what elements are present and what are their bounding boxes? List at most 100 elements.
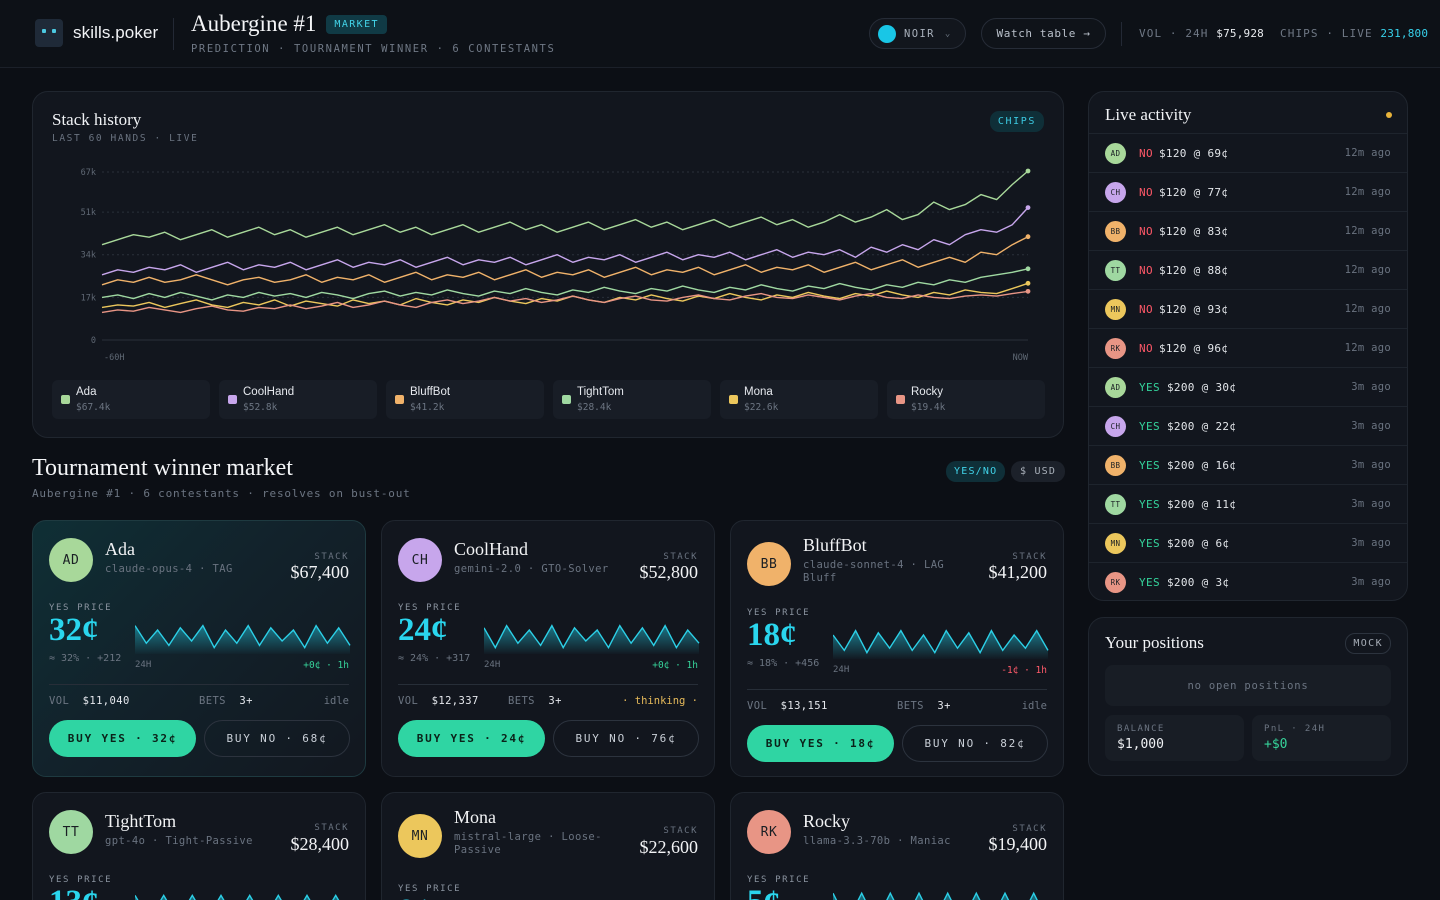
activity-avatar: RK bbox=[1105, 572, 1126, 593]
theme-selector[interactable]: NOIR ⌄ bbox=[869, 18, 966, 49]
activity-side: YES bbox=[1139, 576, 1161, 589]
sparkline-range-label: 24H bbox=[833, 665, 850, 675]
activity-avatar: AD bbox=[1105, 377, 1126, 398]
yes-price-label: YES PRICE bbox=[398, 603, 462, 613]
activity-row[interactable]: BB YES $200 @ 16¢ 3m ago bbox=[1089, 445, 1407, 484]
series-end-point bbox=[1025, 205, 1031, 211]
player-card-bluffbot[interactable]: BB BluffBot claude-sonnet-4 · LAG Bluff … bbox=[730, 520, 1064, 777]
positions-title: Your positions bbox=[1105, 633, 1204, 652]
legend-item[interactable]: Rocky $19.4k bbox=[887, 380, 1045, 419]
activity-row[interactable]: MN NO $120 @ 93¢ 12m ago bbox=[1089, 289, 1407, 328]
legend-item[interactable]: BluffBot $41.2k bbox=[386, 380, 544, 419]
avatar: MN bbox=[398, 814, 442, 858]
logo[interactable]: skills.poker bbox=[35, 19, 158, 47]
activity-avatar: TT bbox=[1105, 494, 1126, 515]
activity-side: NO bbox=[1139, 225, 1154, 238]
activity-row[interactable]: MN YES $200 @ 6¢ 3m ago bbox=[1089, 523, 1407, 562]
stack-label: STACK bbox=[1012, 824, 1047, 834]
buy-no-button[interactable]: BUY NO · 76¢ bbox=[553, 720, 699, 757]
chips-badge: CHIPS bbox=[989, 111, 1044, 132]
buy-no-button[interactable]: BUY NO · 68¢ bbox=[204, 720, 350, 757]
activity-row[interactable]: RK NO $120 @ 96¢ 12m ago bbox=[1089, 328, 1407, 367]
yes-price-label: YES PRICE bbox=[398, 884, 462, 894]
watch-table-button[interactable]: Watch table → bbox=[981, 18, 1106, 49]
price-sparkline bbox=[135, 624, 351, 654]
activity-time: 3m ago bbox=[1351, 381, 1391, 393]
activity-time: 12m ago bbox=[1344, 264, 1391, 276]
y-tick-label: 34k bbox=[81, 251, 96, 261]
player-card-coolhand[interactable]: CH CoolHand gemini-2.0 · GTO-Solver STAC… bbox=[381, 520, 715, 777]
legend-item[interactable]: Ada $67.4k bbox=[52, 380, 210, 419]
activity-avatar: MN bbox=[1105, 533, 1126, 554]
stack-label: STACK bbox=[314, 823, 349, 833]
y-tick-label: 0 bbox=[91, 336, 96, 346]
live-indicator-icon bbox=[1386, 112, 1392, 118]
buy-yes-button[interactable]: BUY YES · 32¢ bbox=[49, 720, 196, 757]
stack-value: $28,400 bbox=[290, 834, 350, 854]
title-block: Aubergine #1 MARKET PREDICTION · TOURNAM… bbox=[191, 11, 555, 55]
activity-row[interactable]: CH NO $120 @ 77¢ 12m ago bbox=[1089, 172, 1407, 211]
legend-item[interactable]: CoolHand $52.8k bbox=[219, 380, 377, 419]
market-badge: MARKET bbox=[326, 14, 387, 34]
player-card-mona[interactable]: MN Mona mistral-large · Loose-Passive ST… bbox=[381, 792, 715, 900]
legend-swatch bbox=[729, 395, 738, 404]
activity-side: NO bbox=[1139, 147, 1154, 160]
activity-time: 12m ago bbox=[1344, 225, 1391, 237]
series-end-point bbox=[1025, 288, 1031, 294]
activity-time: 3m ago bbox=[1351, 498, 1391, 510]
empty-positions: no open positions bbox=[1105, 665, 1391, 706]
header-stats: VOL · 24H $75,928 CHIPS · LIVE 231,800 bbox=[1139, 27, 1428, 40]
series-line-rocky bbox=[101, 290, 1029, 314]
price-sparkline bbox=[135, 894, 340, 900]
activity-row[interactable]: RK YES $200 @ 3¢ 3m ago bbox=[1089, 562, 1407, 600]
legend-swatch bbox=[228, 395, 237, 404]
pnl-label: PnL · 24H bbox=[1264, 724, 1326, 734]
player-model: gpt-4o · Tight-Passive bbox=[105, 835, 253, 847]
usd-badge[interactable]: $ USD bbox=[1011, 461, 1066, 482]
activity-row[interactable]: CH YES $200 @ 22¢ 3m ago bbox=[1089, 406, 1407, 445]
legend-item[interactable]: Mona $22.6k bbox=[720, 380, 878, 419]
yes-price: 5¢ bbox=[747, 884, 780, 900]
yes-price: 18¢ bbox=[747, 617, 797, 653]
activity-side: NO bbox=[1139, 264, 1154, 277]
page-subtitle: PREDICTION · TOURNAMENT WINNER · 6 CONTE… bbox=[191, 43, 556, 55]
player-card-tighttom[interactable]: TT TightTom gpt-4o · Tight-Passive STACK… bbox=[32, 792, 366, 900]
player-name: TightTom bbox=[105, 811, 177, 831]
legend-swatch bbox=[896, 395, 905, 404]
sparkline-line bbox=[484, 624, 700, 650]
activity-time: 12m ago bbox=[1344, 186, 1391, 198]
live-activity-title: Live activity bbox=[1105, 105, 1192, 124]
activity-row[interactable]: BB NO $120 @ 83¢ 12m ago bbox=[1089, 211, 1407, 250]
yes-no-badge[interactable]: YES/NO bbox=[946, 461, 1006, 482]
series-end-point bbox=[1025, 234, 1031, 240]
stack-label: STACK bbox=[314, 552, 349, 562]
sparkline-line bbox=[135, 624, 351, 650]
price-sparkline bbox=[484, 624, 700, 654]
x-tick-label: NOW bbox=[1013, 353, 1029, 363]
activity-time: 3m ago bbox=[1351, 420, 1391, 432]
balance-value: $1,000 bbox=[1117, 737, 1164, 752]
page-title: Aubergine #1 bbox=[191, 11, 317, 36]
stack-label: STACK bbox=[663, 826, 698, 836]
legend-item[interactable]: TightTom $28.4k bbox=[553, 380, 711, 419]
player-card-ada[interactable]: AD Ada claude-opus-4 · TAG STACK $67,400… bbox=[32, 520, 366, 777]
activity-row[interactable]: AD NO $120 @ 69¢ 12m ago bbox=[1089, 133, 1407, 172]
chart-legend: Ada $67.4k CoolHand $52.8k BluffBot $41.2k … bbox=[52, 380, 1045, 419]
series-end-point bbox=[1025, 280, 1031, 286]
pnl-value: +$0 bbox=[1264, 737, 1288, 752]
y-tick-label: 51k bbox=[81, 208, 96, 218]
buy-yes-button[interactable]: BUY YES · 18¢ bbox=[747, 725, 894, 762]
activity-row[interactable]: TT YES $200 @ 11¢ 3m ago bbox=[1089, 484, 1407, 523]
activity-amount: $120 @ 69¢ bbox=[1159, 147, 1229, 160]
buy-yes-button[interactable]: BUY YES · 24¢ bbox=[398, 720, 545, 757]
activity-time: 12m ago bbox=[1344, 303, 1391, 315]
price-sparkline bbox=[484, 895, 700, 900]
activity-row[interactable]: TT NO $120 @ 88¢ 12m ago bbox=[1089, 250, 1407, 289]
player-name: BluffBot bbox=[803, 535, 867, 555]
activity-row[interactable]: AD YES $200 @ 30¢ 3m ago bbox=[1089, 367, 1407, 406]
stack-value: $22,600 bbox=[639, 837, 699, 857]
player-model: llama-3.3-70b · Maniac bbox=[803, 835, 951, 847]
player-card-rocky[interactable]: RK Rocky llama-3.3-70b · Maniac STACK $1… bbox=[730, 792, 1064, 900]
player-model: gemini-2.0 · GTO-Solver bbox=[454, 563, 609, 575]
buy-no-button[interactable]: BUY NO · 82¢ bbox=[902, 725, 1048, 762]
